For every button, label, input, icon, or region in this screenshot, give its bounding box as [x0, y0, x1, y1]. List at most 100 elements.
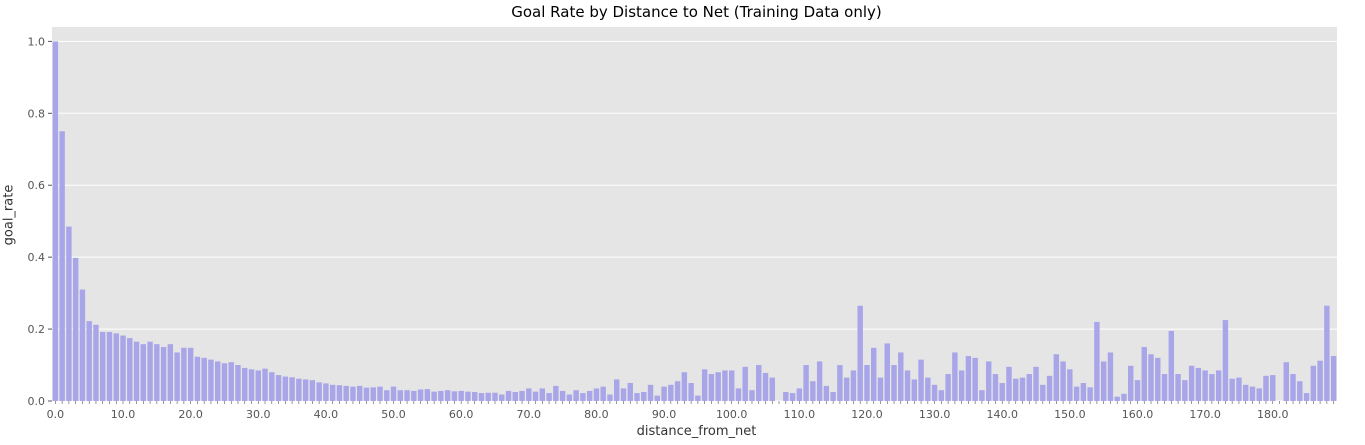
bar	[789, 393, 796, 401]
bar	[735, 388, 742, 401]
bar	[357, 385, 363, 401]
bar	[1134, 380, 1141, 401]
bar	[492, 392, 498, 401]
y-tick-label: 1.0	[28, 35, 46, 48]
bar	[505, 390, 512, 401]
x-tick-label: 110.0	[784, 408, 816, 421]
y-tick-label: 0.4	[28, 251, 46, 264]
bar	[546, 393, 552, 401]
bar	[329, 384, 336, 401]
bar	[1303, 393, 1310, 401]
bar	[742, 366, 748, 401]
bar	[593, 388, 600, 401]
bar	[580, 393, 586, 401]
bar	[661, 386, 667, 401]
bar	[1310, 365, 1317, 401]
bar	[72, 257, 79, 401]
bar	[208, 359, 214, 401]
bar	[336, 385, 343, 401]
bar	[1249, 386, 1256, 401]
bar	[431, 391, 437, 401]
bar	[248, 369, 255, 401]
bar	[1242, 384, 1249, 401]
bar	[695, 395, 701, 401]
bar	[931, 384, 938, 401]
bar	[1270, 375, 1276, 401]
bar	[1195, 367, 1202, 401]
bar	[86, 321, 92, 401]
bar	[1215, 370, 1222, 401]
bar	[1040, 384, 1046, 401]
bar	[1046, 375, 1053, 401]
bar	[877, 377, 884, 401]
bar	[485, 392, 491, 401]
bar	[614, 379, 620, 401]
bar	[289, 377, 295, 401]
bar	[1236, 377, 1242, 401]
bar	[553, 385, 559, 401]
bar	[1256, 388, 1262, 401]
bar	[1114, 396, 1120, 401]
x-tick-label: 150.0	[1054, 408, 1086, 421]
bar	[1080, 383, 1087, 401]
bar	[654, 395, 661, 401]
bar	[979, 390, 985, 401]
bar	[1330, 356, 1337, 401]
bar	[796, 388, 803, 401]
bar	[478, 393, 485, 401]
chart-title: Goal Rate by Distance to Net (Training D…	[511, 3, 882, 21]
x-tick-label: 180.0	[1257, 408, 1289, 421]
bar	[309, 380, 316, 401]
x-tick-label: 120.0	[851, 408, 883, 421]
bar	[1283, 362, 1289, 401]
x-tick-label: 130.0	[919, 408, 951, 421]
x-tick-label: 170.0	[1189, 408, 1221, 421]
bar	[444, 390, 451, 401]
bar	[1067, 369, 1073, 401]
bar	[647, 384, 654, 401]
bar	[1182, 380, 1188, 401]
bar	[600, 386, 606, 401]
bar	[255, 370, 261, 401]
bar	[884, 343, 890, 401]
bar	[370, 387, 376, 401]
bar	[181, 347, 187, 401]
bar	[1141, 347, 1147, 401]
bar	[106, 331, 113, 401]
bar	[262, 368, 268, 401]
bar	[762, 372, 769, 401]
bar	[1297, 381, 1303, 401]
bar	[323, 383, 329, 401]
bar	[566, 394, 573, 401]
x-tick-label: 80.0	[584, 408, 609, 421]
bar	[911, 379, 918, 401]
bar	[674, 381, 681, 401]
bar	[1290, 374, 1296, 401]
bar	[1087, 387, 1093, 401]
bar	[1107, 352, 1114, 401]
y-tick-label: 0.2	[28, 323, 46, 336]
bar	[201, 357, 207, 401]
bar	[641, 392, 647, 401]
bar	[1175, 374, 1181, 401]
bar	[471, 392, 478, 401]
bar	[147, 341, 153, 401]
bar	[1013, 378, 1019, 401]
bar	[891, 365, 897, 401]
bar	[438, 390, 444, 401]
bar	[722, 370, 728, 401]
bar	[701, 369, 708, 401]
bar	[1026, 374, 1032, 401]
bar	[681, 372, 688, 401]
bar	[59, 131, 65, 402]
x-tick-label: 60.0	[449, 408, 474, 421]
bar	[783, 392, 789, 401]
bar	[100, 331, 106, 401]
x-tick-label: 20.0	[178, 408, 203, 421]
x-axis-label: distance_from_net	[636, 424, 757, 439]
x-tick-label: 160.0	[1122, 408, 1154, 421]
bar	[1188, 365, 1195, 401]
bar	[1263, 375, 1269, 401]
bar	[1324, 305, 1330, 401]
x-tick-label: 100.0	[716, 408, 748, 421]
